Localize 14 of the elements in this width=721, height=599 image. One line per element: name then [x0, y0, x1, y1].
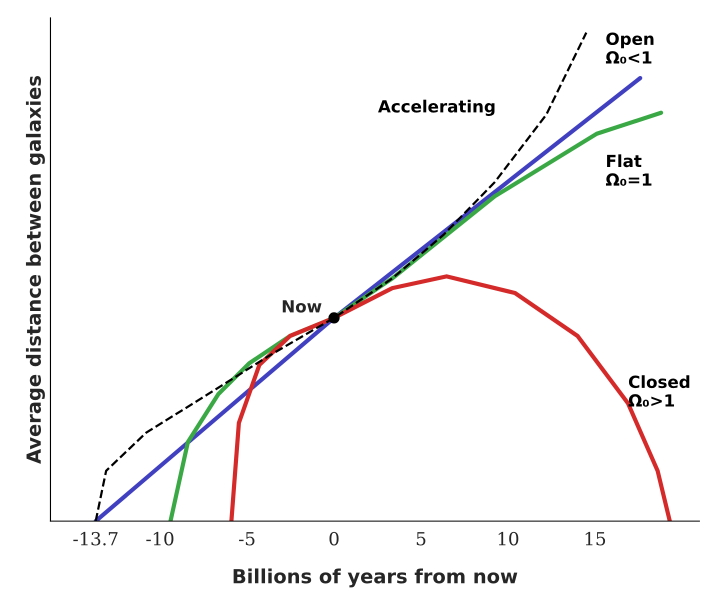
x-tick-label: 15 [586, 532, 606, 546]
series-label: Open Ω₀<1 [606, 32, 654, 64]
series-label: Flat Ω₀=1 [606, 154, 652, 186]
x-tick-label: 10 [498, 532, 518, 546]
x-tick-label: -13.7 [73, 532, 118, 546]
y-axis-title: Average distance between galaxies [26, 76, 45, 464]
x-tick-label: -10 [146, 532, 174, 546]
x-tick-label: -5 [239, 532, 254, 546]
x-tick-label: 0 [329, 532, 339, 546]
text: Accelerating [378, 100, 494, 116]
x-tick-label: 5 [416, 532, 426, 546]
series-label: Closed Ω₀>1 [628, 375, 690, 407]
x-axis-title: Billions of years from now [234, 568, 518, 588]
annotation: Now [282, 300, 322, 313]
